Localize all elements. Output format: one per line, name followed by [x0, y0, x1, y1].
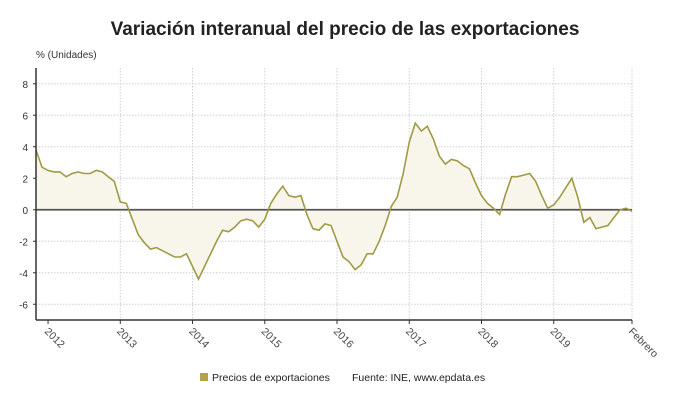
- x-tick-label: 2019: [548, 326, 573, 351]
- legend-label: Precios de exportaciones: [212, 372, 330, 384]
- x-tick-label: 2015: [259, 326, 284, 351]
- gridlines: [36, 68, 633, 320]
- y-tick-label: -2: [19, 237, 28, 248]
- source-label: Fuente: INE, www.epdata.es: [352, 372, 485, 384]
- x-tick-label: 2018: [475, 326, 500, 351]
- y-tick-label: 0: [22, 206, 28, 217]
- x-tick-label: 2014: [186, 326, 211, 351]
- area-fill: [36, 123, 632, 280]
- chart-title: Variación interanual del precio de las e…: [111, 19, 580, 40]
- y-tick-label: 6: [22, 111, 28, 122]
- y-tick-label: 4: [22, 143, 28, 154]
- legend: Precios de exportaciones Fuente: INE, ww…: [200, 372, 485, 384]
- y-tick-label: 2: [22, 174, 28, 185]
- series-line: [35, 121, 633, 281]
- x-tick-label: 2017: [403, 326, 428, 351]
- y-axis-label: % (Unidades): [36, 50, 97, 61]
- x-tick-label: Febrero: [626, 326, 661, 361]
- y-tick-label: -6: [19, 300, 28, 311]
- legend-swatch: [200, 373, 208, 381]
- y-tick-label: -4: [19, 269, 28, 280]
- y-tick-label: 8: [22, 80, 28, 91]
- x-tick-label: 2013: [114, 326, 139, 351]
- x-tick-label: 2016: [331, 326, 356, 351]
- x-tick-label: 2012: [42, 326, 67, 351]
